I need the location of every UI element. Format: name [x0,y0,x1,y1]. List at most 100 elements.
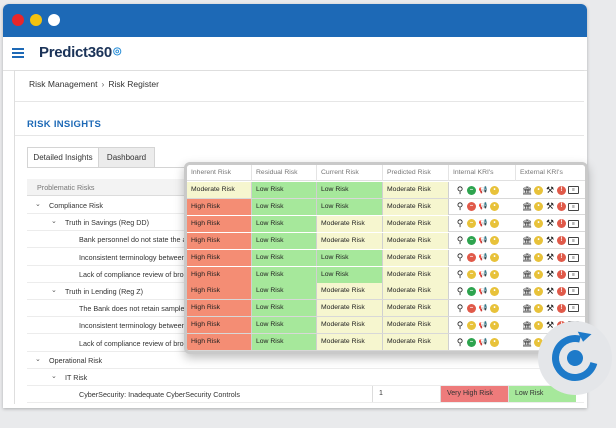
gavel-icon[interactable]: ⚒ [545,319,555,330]
status-dot-icon[interactable]: ! [557,202,566,212]
tab-dashboard[interactable]: Dashboard [98,147,155,168]
overlay-table-row[interactable]: High Risk Low Risk Moderate Risk Moderate R… [187,300,585,317]
megaphone-icon[interactable]: 📢 [478,287,488,295]
bank-icon[interactable]: 🏛 [522,303,533,313]
status-dot-icon[interactable]: • [534,337,543,347]
gavel-icon[interactable]: ⚒ [545,235,555,246]
status-dot-icon[interactable]: • [490,320,499,330]
bank-icon[interactable]: 🏛 [522,270,533,279]
search-icon[interactable]: ⚲ [456,285,464,296]
refresh-sync-button[interactable] [538,321,612,395]
status-dot-icon[interactable]: ! [557,286,566,296]
overlay-table-row[interactable]: High Risk Low Risk Moderate Risk Moderate R… [187,334,585,351]
bank-icon[interactable]: 🏛 [522,337,533,347]
megaphone-icon[interactable]: 📢 [478,254,488,262]
overlay-column-header[interactable]: Inherent Risk [187,165,252,181]
status-dot-icon[interactable]: ! [557,185,566,195]
gavel-icon[interactable]: ⚒ [545,302,555,313]
megaphone-icon[interactable]: 📢 [478,321,488,329]
badge-icon[interactable]: ≡ [568,186,579,194]
status-dot-icon[interactable]: • [490,270,499,279]
status-dot-icon[interactable]: – [467,320,476,330]
tree-row[interactable]: ⌄ Operational Risk [27,352,584,369]
tab-detailed-insights[interactable]: Detailed Insights [27,147,99,168]
gavel-icon[interactable]: ⚒ [545,201,555,212]
status-dot-icon[interactable]: • [490,185,499,195]
status-dot-icon[interactable]: ! [557,303,566,313]
chevron-down-icon[interactable]: ⌄ [51,373,57,380]
overlay-table-row[interactable]: High Risk Low Risk Moderate Risk Moderate R… [187,232,585,250]
overlay-table-row[interactable]: High Risk Low Risk Moderate Risk Moderate R… [187,317,585,334]
bank-icon[interactable]: 🏛 [522,320,533,330]
status-dot-icon[interactable]: • [490,253,499,263]
status-dot-icon[interactable]: • [534,320,543,330]
status-dot-icon[interactable]: • [534,202,543,212]
maximize-window-dot[interactable] [48,14,60,26]
status-dot-icon[interactable]: • [534,286,543,296]
logo[interactable]: Predict360◎ [39,44,122,61]
megaphone-icon[interactable]: 📢 [478,338,488,346]
gavel-icon[interactable]: ⚒ [545,252,555,263]
search-icon[interactable]: ⚲ [456,201,464,212]
search-icon[interactable]: ⚲ [456,184,464,195]
status-dot-icon[interactable]: – [467,236,476,246]
megaphone-icon[interactable]: 📢 [478,304,488,312]
breadcrumb-parent[interactable]: Risk Management [29,79,98,89]
overlay-column-header[interactable]: Residual Risk [252,165,317,181]
megaphone-icon[interactable]: 📢 [478,203,488,211]
status-dot-icon[interactable]: • [490,236,499,246]
overlay-table-row[interactable]: High Risk Low Risk Low Risk Moderate Risk ⚲ –… [187,249,585,267]
status-dot-icon[interactable]: – [467,185,476,195]
overlay-table-row[interactable]: High Risk Low Risk Moderate Risk Moderate R… [187,215,585,233]
status-dot-icon[interactable]: • [534,303,543,313]
gavel-icon[interactable]: ⚒ [545,285,555,296]
megaphone-icon[interactable]: 📢 [478,271,488,278]
badge-icon[interactable]: ≡ [568,236,579,245]
status-dot-icon[interactable]: • [490,202,499,212]
overlay-column-header[interactable]: Internal KRI's [449,165,516,181]
status-dot-icon[interactable]: ! [557,219,566,229]
badge-icon[interactable]: ≡ [568,270,579,279]
megaphone-icon[interactable]: 📢 [478,220,488,228]
search-icon[interactable]: ⚲ [456,302,464,313]
status-dot-icon[interactable]: – [467,202,476,212]
status-dot-icon[interactable]: • [534,270,543,279]
badge-icon[interactable]: ≡ [568,253,579,262]
overlay-table-row[interactable]: High Risk Low Risk Low Risk Moderate Risk ⚲ –… [187,266,585,283]
chevron-down-icon[interactable]: ⌄ [35,201,41,208]
status-dot-icon[interactable]: – [467,270,476,279]
badge-icon[interactable]: ≡ [568,202,579,211]
status-dot-icon[interactable]: • [490,286,499,296]
search-icon[interactable]: ⚲ [456,235,464,246]
gavel-icon[interactable]: ⚒ [545,269,555,279]
overlay-table-row[interactable]: High Risk Low Risk Moderate Risk Moderate R… [187,283,585,300]
status-dot-icon[interactable]: – [467,303,476,313]
bank-icon[interactable]: 🏛 [522,202,533,212]
bank-icon[interactable]: 🏛 [522,236,533,246]
status-dot-icon[interactable]: – [467,253,476,263]
badge-icon[interactable]: ≡ [568,219,579,228]
bank-icon[interactable]: 🏛 [522,219,533,229]
status-dot-icon[interactable]: – [467,286,476,296]
status-dot-icon[interactable]: • [534,185,543,195]
status-dot-icon[interactable]: ! [557,236,566,246]
status-dot-icon[interactable]: • [490,219,499,229]
status-dot-icon[interactable]: – [467,219,476,229]
close-window-dot[interactable] [12,14,24,26]
bank-icon[interactable]: 🏛 [522,253,533,263]
status-dot-icon[interactable]: • [490,337,499,347]
bank-icon[interactable]: 🏛 [522,185,533,195]
overlay-table-row[interactable]: High Risk Low Risk Low Risk Moderate Risk ⚲ –… [187,198,585,216]
badge-icon[interactable]: ≡ [568,287,579,296]
search-icon[interactable]: ⚲ [456,269,464,279]
status-dot-icon[interactable]: • [534,253,543,263]
overlay-column-header[interactable]: External KRI's [516,165,585,181]
megaphone-icon[interactable]: 📢 [478,186,488,194]
status-dot-icon[interactable]: • [490,303,499,313]
minimize-window-dot[interactable] [30,14,42,26]
status-dot-icon[interactable]: – [467,337,476,347]
status-dot-icon[interactable]: • [534,219,543,229]
gavel-icon[interactable]: ⚒ [545,184,555,195]
status-dot-icon[interactable]: ! [557,270,566,279]
megaphone-icon[interactable]: 📢 [478,237,488,245]
